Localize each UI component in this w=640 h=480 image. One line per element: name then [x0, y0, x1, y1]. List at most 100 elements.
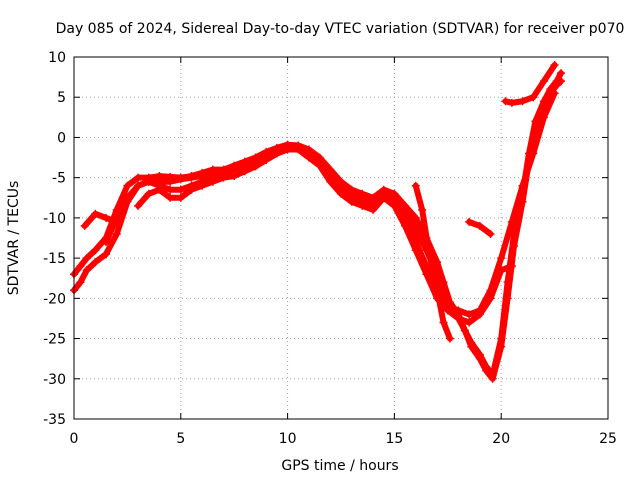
data-point-marker: [251, 162, 260, 171]
data-point-marker: [460, 326, 469, 335]
data-point-marker: [283, 145, 292, 154]
data-point-marker: [91, 258, 100, 267]
data-point-marker: [439, 318, 448, 327]
data-point-marker: [123, 181, 132, 190]
data-point-marker: [552, 81, 561, 90]
y-tick-label: -20: [43, 291, 66, 307]
data-point-marker: [422, 270, 431, 279]
y-axis-label: SDTVAR / TECUs: [6, 181, 22, 296]
data-point-marker: [465, 310, 474, 319]
data-point-marker: [529, 149, 538, 158]
y-tick-label: 5: [57, 90, 66, 106]
data-point-marker: [337, 189, 345, 198]
data-point-marker: [411, 181, 420, 190]
data-point-marker: [76, 278, 85, 287]
data-point-marker: [187, 185, 196, 194]
data-point-marker: [176, 175, 185, 184]
data-point-marker: [539, 77, 548, 86]
data-point-marker: [326, 177, 335, 186]
data-point-marker: [424, 246, 433, 255]
series-track-h: [501, 61, 559, 107]
series-track-c: [102, 89, 559, 319]
data-point-marker: [166, 185, 175, 194]
data-point-marker: [550, 89, 559, 98]
series-trace: [412, 182, 453, 342]
data-point-marker: [134, 181, 143, 190]
y-tick-label: -35: [43, 412, 66, 428]
data-point-marker: [454, 306, 463, 315]
data-point-marker: [230, 172, 239, 181]
data-point-marker: [433, 286, 442, 295]
data-point-marker: [294, 145, 303, 154]
data-point-marker: [510, 242, 519, 251]
x-tick-label: 0: [70, 431, 79, 447]
data-point-marker: [443, 306, 452, 315]
data-point-marker: [418, 205, 427, 214]
data-point-marker: [507, 98, 516, 107]
data-point-marker: [482, 366, 491, 375]
data-point-marker: [102, 238, 111, 247]
data-point-marker: [91, 246, 100, 255]
data-point-marker: [304, 153, 313, 162]
data-point-marker: [176, 193, 185, 202]
plot-frame: [73, 56, 609, 420]
data-point-marker: [176, 185, 185, 194]
data-point-marker: [315, 161, 324, 170]
data-point-marker: [379, 193, 388, 202]
data-point-marker: [507, 217, 516, 226]
x-tick-label: 5: [176, 431, 185, 447]
series-track-b: [70, 77, 566, 383]
data-point-marker: [144, 189, 153, 198]
y-tick-label: -5: [52, 171, 66, 187]
data-point-marker: [155, 185, 164, 194]
data-point-marker: [557, 69, 566, 78]
data-point-marker: [80, 221, 89, 230]
data-point-marker: [401, 221, 410, 230]
data-point-marker: [503, 294, 512, 303]
data-point-marker: [262, 155, 271, 164]
data-point-marker: [112, 229, 121, 238]
series-track-f: [411, 181, 454, 343]
data-point-marker: [144, 177, 153, 186]
grid: [74, 57, 608, 419]
y-tick-label: 0: [57, 130, 66, 146]
data-point-marker: [208, 177, 217, 186]
series-trace: [71, 70, 565, 378]
data-point-marker: [166, 177, 175, 186]
data-point-marker: [550, 61, 559, 70]
data-point-marker: [454, 314, 463, 323]
data-point-marker: [486, 294, 495, 303]
x-axis-label: GPS time / hours: [281, 458, 398, 474]
data-point-marker: [497, 266, 506, 275]
series-trace: [103, 90, 558, 318]
data-point-marker: [486, 229, 495, 238]
data-point-marker: [240, 167, 249, 176]
data-point-marker: [102, 213, 111, 222]
data-point-marker: [475, 221, 484, 230]
data-point-marker: [369, 205, 378, 214]
data-point-marker: [134, 173, 143, 182]
data-point-marker: [507, 262, 516, 271]
data-point-marker: [76, 262, 85, 271]
data-point-marker: [501, 97, 510, 106]
x-tick-label: 10: [279, 431, 297, 447]
data-point-marker: [529, 93, 538, 102]
data-point-marker: [557, 77, 566, 86]
data-point-marker: [358, 201, 367, 210]
data-point-marker: [219, 173, 228, 182]
data-point-marker: [475, 354, 484, 363]
data-series: [70, 61, 566, 383]
data-point-marker: [539, 113, 548, 122]
data-point-marker: [198, 181, 207, 190]
series-track-d: [134, 145, 516, 327]
y-tick-label: -25: [43, 332, 66, 348]
series-trace: [81, 210, 120, 229]
data-point-marker: [82, 254, 91, 263]
y-tick-label: -15: [43, 251, 66, 267]
y-tick-label: -10: [43, 211, 66, 227]
series-track-e: [80, 209, 121, 230]
data-point-marker: [497, 254, 506, 263]
data-point-marker: [445, 334, 454, 343]
data-point-marker: [91, 209, 100, 218]
